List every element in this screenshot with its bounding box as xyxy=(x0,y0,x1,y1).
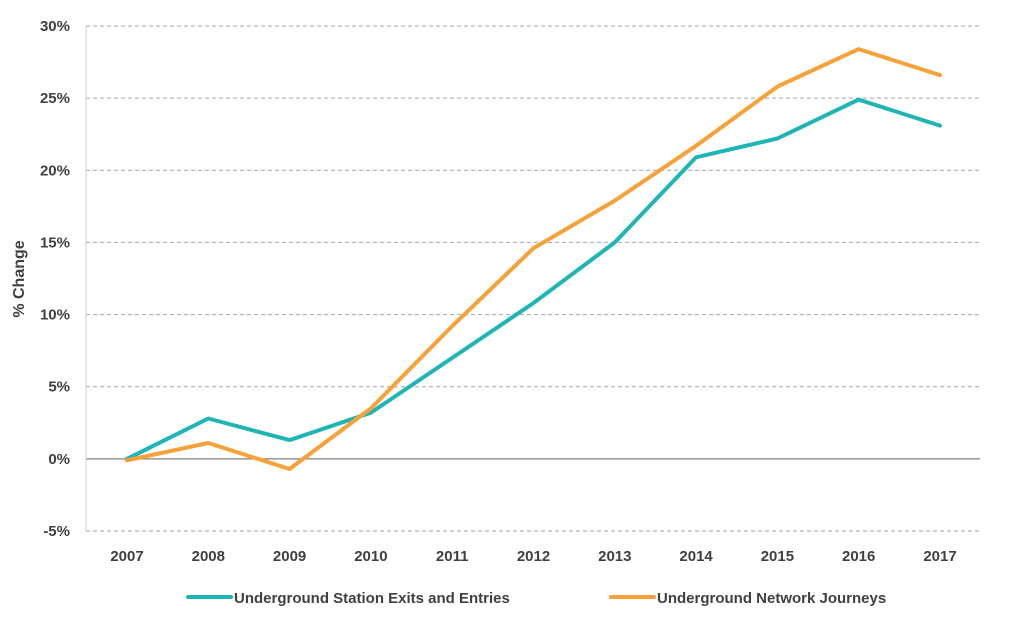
y-tick-label: 20% xyxy=(40,162,70,179)
x-tick-label: 2013 xyxy=(598,548,631,565)
series-lines xyxy=(125,47,942,471)
x-tick-label: 2009 xyxy=(273,548,306,565)
x-tick-label: 2015 xyxy=(761,548,794,565)
series-line-1 xyxy=(125,47,942,471)
x-tick-label: 2010 xyxy=(354,548,387,565)
legend-label-series-1: Underground Network Journeys xyxy=(657,590,886,607)
y-tick-label: 5% xyxy=(48,379,70,396)
legend-label-series-0: Underground Station Exits and Entries xyxy=(234,590,510,607)
grid-lines xyxy=(86,25,980,532)
legend-item-series-1: Underground Network Journeys xyxy=(609,590,886,607)
x-tick-label: 2007 xyxy=(110,548,143,565)
x-tick-label: 2017 xyxy=(923,548,956,565)
y-tick-label: -5% xyxy=(43,523,70,540)
y-tick-label: 0% xyxy=(48,451,70,468)
y-tick-label: 15% xyxy=(40,234,70,251)
legend: Underground Station Exits and Entries Un… xyxy=(186,590,886,607)
y-tick-label: 25% xyxy=(40,90,70,107)
series-line-0 xyxy=(125,97,942,461)
x-tick-labels: 2007 2008 2009 2010 2011 2012 2013 2014 2015 2016… xyxy=(110,548,956,565)
x-tick-label: 2008 xyxy=(192,548,225,565)
x-tick-label: 2014 xyxy=(679,548,713,565)
x-tick-label: 2011 xyxy=(436,548,469,565)
y-tick-label: 10% xyxy=(40,307,70,324)
x-tick-label: 2012 xyxy=(517,548,550,565)
y-tick-label: 30% xyxy=(40,18,70,35)
y-axis-title: % Change xyxy=(11,240,28,317)
legend-item-series-0: Underground Station Exits and Entries xyxy=(186,590,510,607)
x-tick-label: 2016 xyxy=(842,548,875,565)
y-tick-labels: -5% 0% 5% 10% 15% 20% 25% 30% xyxy=(40,18,70,540)
